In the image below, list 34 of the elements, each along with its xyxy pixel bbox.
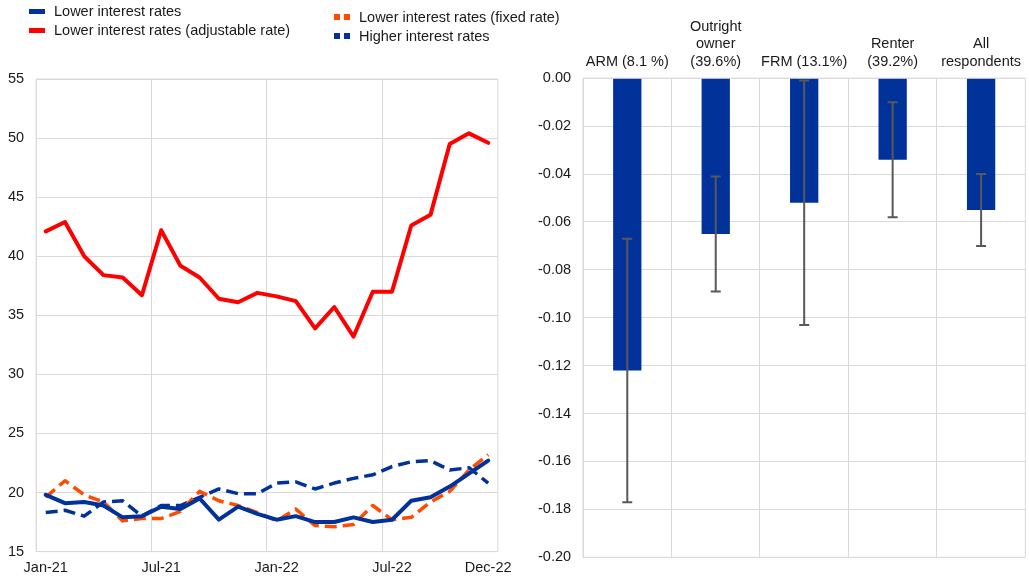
legend-label: Lower interest rates (fixed rate) <box>359 9 560 25</box>
legend-label: Lower interest rates (adjustable rate) <box>54 22 291 38</box>
legend-label: Lower interest rates <box>54 3 182 19</box>
y-tick-label: 35 <box>7 306 25 323</box>
y-tick-label: 50 <box>7 129 25 146</box>
x-tick-label: Renter (39.2%) <box>867 35 919 69</box>
y-tick-label: -0.08 <box>537 260 572 277</box>
y-tick-label: -0.20 <box>537 548 572 565</box>
x-tick-label: Jul-21 <box>141 559 181 576</box>
y-tick-label: -0.04 <box>537 165 572 182</box>
x-tick-label: Jan-21 <box>23 559 68 576</box>
y-tick-label: -0.02 <box>537 117 572 134</box>
y-tick-label: -0.16 <box>537 452 572 469</box>
y-tick-label: 55 <box>7 70 25 86</box>
x-tick-label: ARM (8.1 %) <box>585 52 669 69</box>
x-tick-label: Dec-22 <box>464 559 512 576</box>
y-tick-label: 30 <box>7 365 25 382</box>
x-tick-label: FRM (13.1%) <box>761 52 848 69</box>
x-tick-label: Jan-22 <box>254 559 299 576</box>
legend-label: Higher interest rates <box>359 28 490 44</box>
y-tick-label: 20 <box>7 483 25 500</box>
y-tick-label: 40 <box>7 247 25 264</box>
y-tick-label: -0.06 <box>537 212 572 229</box>
y-tick-label: 25 <box>7 424 25 441</box>
y-tick-label: -0.12 <box>537 356 572 373</box>
y-tick-label: 45 <box>7 188 25 205</box>
y-tick-label: -0.10 <box>537 308 572 325</box>
x-tick-label: Outright owner (39.6%) <box>689 17 742 69</box>
y-tick-label: 15 <box>7 542 25 559</box>
y-tick-label: -0.18 <box>537 500 572 517</box>
y-tick-label: -0.14 <box>537 404 572 421</box>
y-tick-label: 0.00 <box>542 69 572 86</box>
x-tick-label: All respondents <box>941 35 1021 69</box>
x-tick-label: Jul-22 <box>372 559 412 576</box>
